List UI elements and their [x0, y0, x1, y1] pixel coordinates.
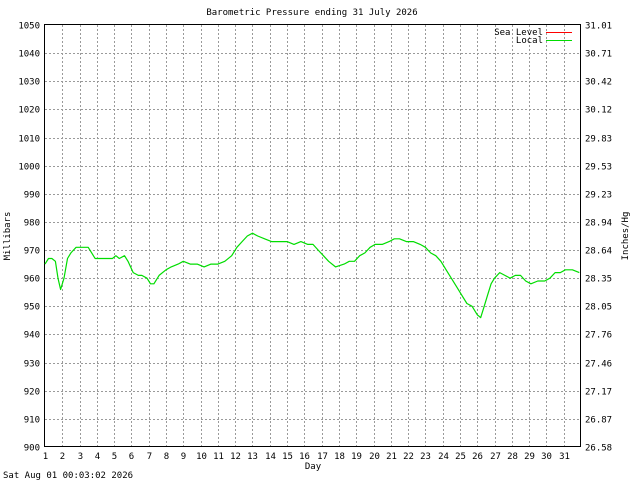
y-tick-label-right: 27.76 [585, 331, 612, 341]
y-tick-label-left: 1030 [18, 78, 40, 88]
y-tick-label-right: 26.87 [585, 416, 612, 426]
y-tick-label-right: 27.46 [585, 360, 612, 370]
legend-label-sea-level: Sea Level [494, 28, 543, 38]
x-tick-label: 10 [196, 452, 207, 462]
y-axis-label-right: Inches/Hg [621, 212, 631, 261]
x-tick-label: 16 [299, 452, 310, 462]
legend: Sea Level Local [494, 28, 572, 46]
y-tick-label-left: 990 [24, 191, 40, 201]
x-tick-label: 7 [147, 452, 152, 462]
y-tick-label-right: 29.53 [585, 163, 612, 173]
y-tick-label-left: 940 [24, 331, 40, 341]
y-tick-label-left: 1010 [18, 135, 40, 145]
x-tick-label: 28 [507, 452, 518, 462]
x-tick-label: 26 [472, 452, 483, 462]
x-tick-label: 4 [95, 452, 100, 462]
x-tick-label: 3 [78, 452, 83, 462]
y-tick-label-right: 28.35 [585, 275, 612, 285]
x-tick-label: 15 [282, 452, 293, 462]
x-tick-label: 8 [164, 452, 169, 462]
y-tick-label-right: 30.12 [585, 106, 612, 116]
x-tick-label: 31 [559, 452, 570, 462]
x-tick-label: 14 [265, 452, 276, 462]
x-tick-label: 11 [213, 452, 224, 462]
x-tick-label: 5 [112, 452, 117, 462]
x-tick-label: 17 [317, 452, 328, 462]
y-tick-label-left: 900 [24, 444, 40, 454]
y-tick-label-left: 960 [24, 275, 40, 285]
x-tick-label: 23 [420, 452, 431, 462]
x-tick-label: 12 [230, 452, 241, 462]
x-tick-label: 21 [386, 452, 397, 462]
series-line-local [44, 232, 580, 319]
x-tick-label: 2 [60, 452, 65, 462]
y-tick-label-left: 910 [24, 416, 40, 426]
x-tick-label: 19 [351, 452, 362, 462]
y-tick-label-left: 1040 [18, 50, 40, 60]
y-tick-label-right: 29.83 [585, 135, 612, 145]
x-tick-label: 27 [490, 452, 501, 462]
y-tick-label-left: 1020 [18, 106, 40, 116]
x-tick-label: 6 [129, 452, 134, 462]
x-tick-label: 20 [369, 452, 380, 462]
y-tick-label-right: 30.42 [585, 78, 612, 88]
x-tick-label: 9 [181, 452, 186, 462]
series-layer [44, 232, 580, 319]
x-tick-label: 30 [541, 452, 552, 462]
y-tick-label-left: 930 [24, 360, 40, 370]
grid-layer [45, 25, 581, 447]
y-tick-label-right: 27.17 [585, 388, 612, 398]
y-tick-label-left: 920 [24, 388, 40, 398]
y-tick-label-right: 29.23 [585, 191, 612, 201]
tick-label-layer: 1 2 3 4 5 6 7 8 9 10 11 12 13 14 15 16 17 18 19 20 21 22 23 24 2… [18, 22, 612, 463]
chart-title: Barometric Pressure ending 31 July 2026 [206, 8, 417, 18]
timestamp: Sat Aug 01 00:03:02 2026 [3, 471, 133, 480]
y-tick-label-left: 950 [24, 303, 40, 313]
x-tick-label: 24 [438, 452, 449, 462]
plot-frame [44, 24, 581, 447]
y-tick-label-right: 28.05 [585, 303, 612, 313]
y-tick-label-right: 31.01 [585, 22, 612, 32]
y-tick-label-right: 30.71 [585, 50, 612, 60]
y-tick-label-right: 28.64 [585, 247, 612, 257]
x-tick-label: 13 [247, 452, 258, 462]
y-tick-label-left: 1000 [18, 163, 40, 173]
x-axis-label: Day [305, 462, 322, 472]
legend-label-local: Local [516, 36, 543, 46]
x-tick-label: 18 [334, 452, 345, 462]
y-tick-label-right: 28.94 [585, 219, 612, 229]
y-tick-label-left: 980 [24, 219, 40, 229]
y-axis-label-left: Millibars [3, 212, 13, 261]
y-tick-label-left: 1050 [18, 22, 40, 32]
x-tick-label: 22 [403, 452, 414, 462]
y-tick-label-left: 970 [24, 247, 40, 257]
y-tick-label-right: 26.58 [585, 444, 612, 454]
x-tick-label: 1 [43, 452, 48, 462]
x-tick-label: 29 [524, 452, 535, 462]
x-tick-label: 25 [455, 452, 466, 462]
